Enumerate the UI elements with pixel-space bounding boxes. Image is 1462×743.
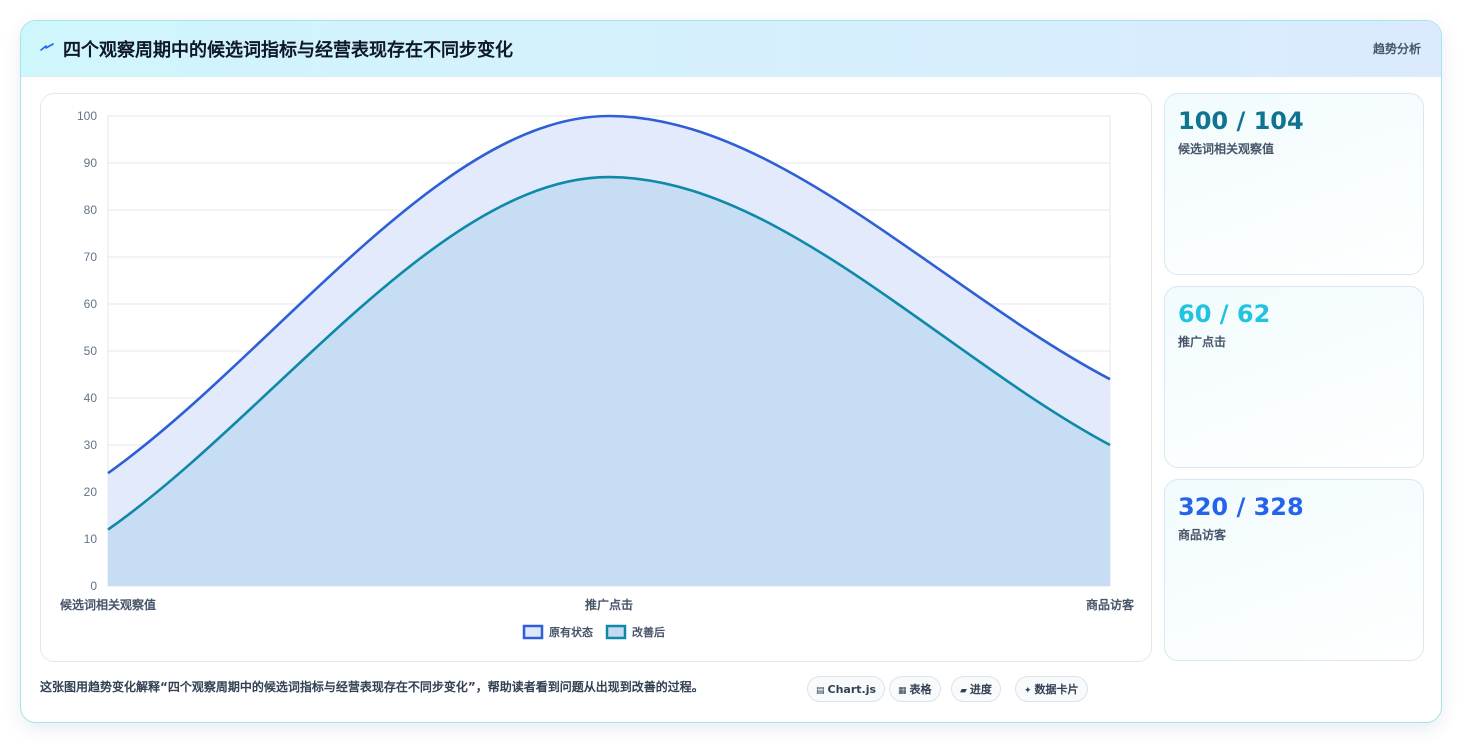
stat-value: 320 / 328 [1178,493,1304,521]
area-chart: 0 10 20 30 40 50 60 70 80 90 100 候选词相关观察值 推广点击 商品访客原有… [60,109,1135,640]
chip-data-card[interactable]: ✦ 数据卡片 [1015,676,1088,702]
chip-label: 进度 [969,683,992,696]
y-tick-label: 10 [84,532,98,546]
progress-icon: ▰ [960,686,967,696]
legend-label: 改善后 [632,625,665,639]
chip-label: 数据卡片 [1034,683,1079,696]
card-header: 四个观察周期中的候选词指标与经营表现存在不同步变化 趋势分析 [21,21,1441,77]
stat-value: 100 / 104 [1178,107,1304,135]
y-tick-label: 0 [90,579,97,593]
y-tick-label: 80 [84,203,98,217]
chip-label: Chart.js [827,683,877,696]
x-tick-label: 候选词相关观察值 [60,597,156,612]
legend-label: 原有状态 [549,625,593,639]
y-tick-label: 50 [84,344,98,358]
chip-label: 表格 [909,683,932,696]
sparkle-icon: ✦ [1024,686,1032,696]
y-tick-label: 90 [84,156,98,170]
spark-icon [40,43,54,51]
stat-label: 推广点击 [1178,335,1227,349]
series-line-0 [107,114,1111,475]
chart-title: 四个观察周期中的候选词指标与经营表现存在不同步变化 [63,40,513,61]
stat-label: 候选词相关观察值 [1178,142,1275,156]
legend-swatch [522,624,544,640]
series-line-1 [107,175,1111,531]
y-tick-label: 20 [84,485,98,499]
chart-panel: 0 10 20 30 40 50 60 70 80 90 100 候选词相关观察值 推广点击 商品访客原有… [40,93,1152,662]
stat-value: 60 / 62 [1178,300,1271,328]
chip-table[interactable]: ▦ 表格 [889,676,941,702]
chip-progress[interactable]: ▰ 进度 [951,676,1001,702]
chart-caption: 这张图用趋势变化解释“四个观察周期中的候选词指标与经营表现存在不同步变化”，帮助… [40,680,704,694]
y-tick-label: 40 [84,391,98,405]
stat-card-clicks: 60 / 62 推广点击 [1164,286,1424,468]
y-tick-label: 60 [84,297,98,311]
chip-chartjs[interactable]: ▤ Chart.js [807,676,886,702]
table-icon: ▦ [898,686,907,696]
legend-swatch [605,624,627,640]
y-tick-label: 100 [77,109,97,123]
series-area-1 [108,177,1110,586]
chart-icon: ▤ [816,686,825,696]
x-tick-label: 推广点击 [585,597,633,612]
y-tick-label: 70 [84,250,98,264]
x-tick-label: 商品访客 [1086,597,1135,612]
stat-card-keyword: 100 / 104 候选词相关观察值 [1164,93,1424,275]
stat-card-visitors: 320 / 328 商品访客 [1164,479,1424,661]
stat-label: 商品访客 [1178,528,1227,542]
y-tick-label: 30 [84,438,98,452]
chart-card: 四个观察周期中的候选词指标与经营表现存在不同步变化 趋势分析 0 10 20 30 40… [20,20,1442,723]
analysis-tag: 趋势分析 [1372,42,1421,56]
